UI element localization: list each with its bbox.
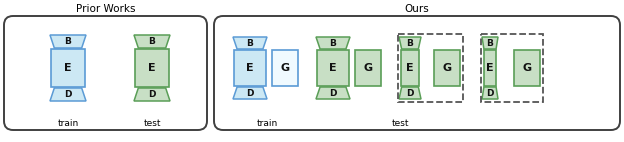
FancyBboxPatch shape — [355, 50, 381, 86]
Polygon shape — [316, 37, 350, 49]
Polygon shape — [399, 37, 421, 49]
Text: test: test — [391, 120, 409, 129]
FancyBboxPatch shape — [434, 50, 460, 86]
Text: D: D — [246, 88, 254, 98]
Text: test: test — [144, 120, 161, 129]
Text: D: D — [329, 88, 337, 98]
Text: E: E — [329, 63, 337, 73]
Polygon shape — [50, 35, 86, 48]
Text: G: G — [363, 63, 373, 73]
Text: E: E — [486, 63, 494, 73]
Text: E: E — [64, 63, 72, 73]
Text: B: B — [487, 38, 494, 48]
Polygon shape — [134, 88, 170, 101]
Text: G: G — [522, 63, 532, 73]
FancyBboxPatch shape — [401, 50, 419, 86]
Text: B: B — [329, 38, 336, 48]
Polygon shape — [233, 87, 267, 99]
Text: G: G — [442, 63, 452, 73]
FancyBboxPatch shape — [234, 50, 266, 86]
Text: B: B — [64, 37, 71, 46]
Text: E: E — [246, 63, 254, 73]
Polygon shape — [316, 87, 350, 99]
Text: Ours: Ours — [404, 4, 429, 14]
Polygon shape — [399, 87, 421, 99]
Text: train: train — [257, 120, 278, 129]
Text: B: B — [149, 37, 155, 46]
Text: E: E — [406, 63, 414, 73]
FancyBboxPatch shape — [317, 50, 349, 86]
Text: B: B — [246, 38, 253, 48]
Text: Prior Works: Prior Works — [76, 4, 135, 14]
FancyBboxPatch shape — [51, 49, 85, 87]
Polygon shape — [233, 37, 267, 49]
Text: D: D — [64, 90, 72, 99]
FancyBboxPatch shape — [484, 50, 496, 86]
Text: D: D — [149, 90, 156, 99]
Text: G: G — [280, 63, 290, 73]
Text: train: train — [57, 120, 79, 129]
Text: D: D — [406, 88, 414, 98]
FancyBboxPatch shape — [514, 50, 540, 86]
Polygon shape — [482, 37, 498, 49]
Polygon shape — [482, 87, 498, 99]
Polygon shape — [134, 35, 170, 48]
Text: B: B — [407, 38, 414, 48]
Text: D: D — [486, 88, 494, 98]
FancyBboxPatch shape — [272, 50, 298, 86]
Polygon shape — [50, 88, 86, 101]
FancyBboxPatch shape — [135, 49, 169, 87]
Text: E: E — [148, 63, 156, 73]
